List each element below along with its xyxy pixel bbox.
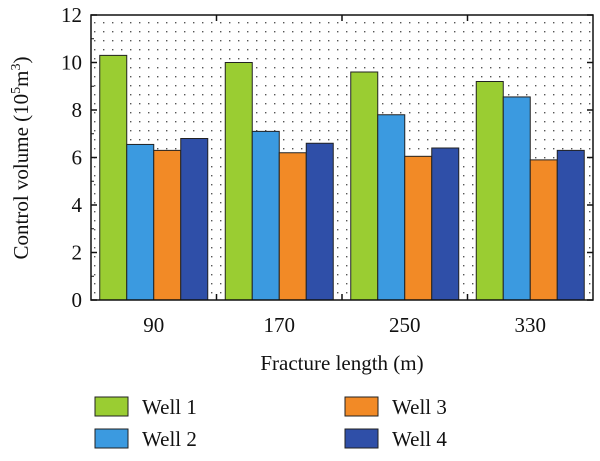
legend-label-well-2: Well 2 bbox=[142, 427, 197, 451]
bar-well-3-250 bbox=[404, 155, 433, 301]
legend-swatch-well-2 bbox=[94, 428, 129, 449]
x-tick-label: 330 bbox=[515, 313, 547, 337]
legend: Well 1 Well 2 Well 3 Well 4 bbox=[94, 395, 447, 451]
legend-label-well-4: Well 4 bbox=[392, 427, 447, 451]
y-axis-title: Control volume (105m3) bbox=[9, 57, 33, 260]
y-axis-title-main: Control volume (10 bbox=[9, 94, 33, 260]
bar-well-4-250 bbox=[431, 147, 460, 301]
legend-swatch-well-3 bbox=[344, 396, 379, 417]
y-tick-label: 0 bbox=[72, 288, 83, 312]
bar-well-3-170 bbox=[278, 152, 307, 301]
y-tick-label: 2 bbox=[72, 241, 83, 265]
bar-well-2-330 bbox=[502, 96, 531, 301]
y-tick-label: 10 bbox=[61, 51, 82, 75]
bar-well-1-330 bbox=[475, 81, 504, 301]
bar-well-1-170 bbox=[224, 62, 253, 301]
y-axis-title-end: ) bbox=[9, 57, 33, 64]
bar-well-4-330 bbox=[556, 149, 585, 301]
y-axis-title-sup: 5 bbox=[9, 87, 24, 94]
x-axis: 90 170 250 330 bbox=[143, 15, 546, 337]
x-tick-label: 250 bbox=[389, 313, 421, 337]
y-axis-title-sup2: 3 bbox=[9, 64, 24, 71]
bars-group bbox=[99, 54, 585, 301]
y-tick-label: 12 bbox=[61, 3, 82, 27]
y-tick-label: 8 bbox=[72, 98, 83, 122]
x-axis-title: Fracture length (m) bbox=[260, 351, 423, 375]
legend-swatch-well-4 bbox=[344, 428, 379, 449]
bar-well-2-90 bbox=[126, 143, 155, 301]
legend-label-well-1: Well 1 bbox=[142, 395, 197, 419]
bar-well-4-90 bbox=[180, 138, 209, 301]
x-tick-label: 170 bbox=[264, 313, 296, 337]
legend-swatch-well-1 bbox=[94, 396, 129, 417]
bar-well-2-170 bbox=[251, 130, 280, 301]
y-axis: 0 2 4 6 8 10 12 bbox=[61, 3, 593, 312]
y-axis-title-mid: m bbox=[9, 71, 33, 87]
y-tick-label: 6 bbox=[72, 146, 83, 170]
bar-well-3-330 bbox=[529, 159, 558, 301]
bar-well-2-250 bbox=[377, 114, 406, 301]
legend-label-well-3: Well 3 bbox=[392, 395, 447, 419]
y-tick-label: 4 bbox=[72, 193, 83, 217]
bar-well-3-90 bbox=[153, 149, 182, 301]
bar-well-4-170 bbox=[305, 142, 334, 301]
bar-well-1-250 bbox=[350, 71, 379, 301]
bar-well-1-90 bbox=[99, 54, 128, 301]
x-tick-label: 90 bbox=[143, 313, 164, 337]
